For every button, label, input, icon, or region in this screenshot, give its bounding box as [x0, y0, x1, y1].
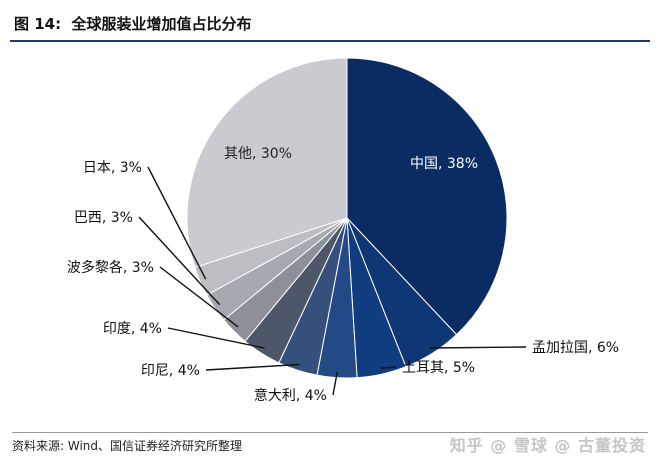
source-text: 资料来源: Wind、国信证券经济研究所整理: [12, 439, 243, 453]
slice-label-7: 巴西, 3%: [74, 210, 133, 226]
leader-line-4: [205, 363, 300, 371]
slice-label-3: 意大利, 4%: [254, 387, 327, 404]
pie-slice-9: [186, 57, 348, 269]
figure-title: 图 14: 全球服装业增加值占比分布: [14, 14, 252, 33]
slice-label-8: 日本, 3%: [83, 160, 142, 176]
figure-title-bar: 图 14: 全球服装业增加值占比分布: [10, 6, 650, 42]
source-note: 资料来源: Wind、国信证券经济研究所整理: [12, 432, 648, 454]
watermark: 知乎 @ 雪球 @ 古董投资: [449, 436, 646, 455]
slice-label-1: 孟加拉国, 6%: [532, 340, 619, 356]
leader-line-7: [138, 216, 221, 306]
slice-label-2: 土耳其, 5%: [402, 360, 475, 376]
slice-label-4: 印尼, 4%: [141, 363, 200, 379]
slice-label-6: 波多黎各, 3%: [67, 259, 154, 276]
pie-slice-0: [346, 57, 508, 336]
pie-chart: 中国, 38% 孟加拉国, 6% 土耳其, 5% 意大利, 4% 印尼, 4% 印度, 4…: [67, 57, 619, 404]
leader-line-8: [147, 166, 207, 280]
leader-line-2: [380, 366, 397, 369]
leader-line-5: [167, 327, 265, 349]
leader-line-6: [159, 266, 239, 328]
slice-label-0: 中国, 38%: [410, 156, 478, 172]
slice-label-9: 其他, 30%: [224, 146, 292, 162]
leader-line-1: [429, 346, 527, 349]
pie-chart-container: 中国, 38% 孟加拉国, 6% 土耳其, 5% 意大利, 4% 印尼, 4% 印度, 4…: [0, 40, 660, 428]
slice-label-5: 印度, 4%: [103, 321, 162, 337]
leader-line-3: [332, 371, 338, 396]
